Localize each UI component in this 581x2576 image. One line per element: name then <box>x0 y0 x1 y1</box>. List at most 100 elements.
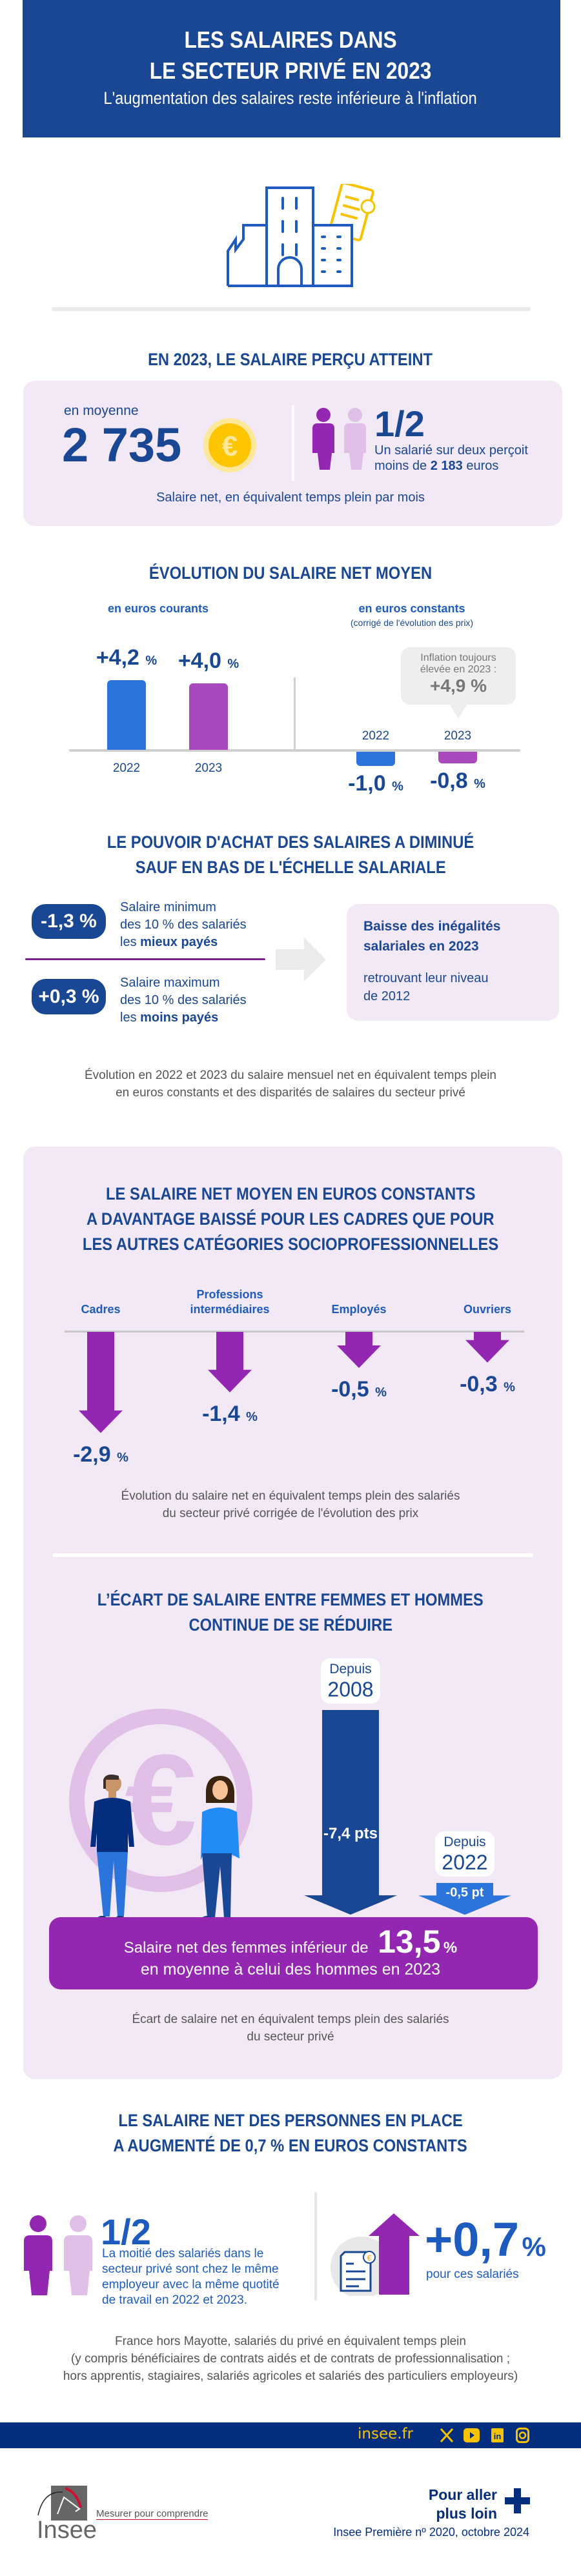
card-inner-divider <box>52 1553 533 1557</box>
constant-euros-sublabel: (corrigé de l'évolution des prix) <box>350 618 474 628</box>
section-heading-categories-2: A DAVANTAGE BAISSÉ POUR LES CADRES QUE P… <box>87 1209 494 1229</box>
section-heading-stayers-1: LE SALAIRE NET DES PERSONNES EN PLACE <box>118 2111 463 2130</box>
period-depuis: Depuis <box>443 1834 486 1849</box>
value-number: -1,0 <box>348 771 386 796</box>
two-persons-icon-large <box>24 2215 92 2295</box>
period-year: 2008 <box>327 1677 374 1701</box>
category-label: Ouvriers <box>429 1287 545 1317</box>
youtube-icon[interactable] <box>464 2428 480 2442</box>
period-depuis: Depuis <box>329 1661 372 1676</box>
category-label: Employés <box>301 1287 417 1317</box>
insee-website-link[interactable]: insee.fr <box>358 2426 414 2442</box>
value-label-current-2022: +4,2 % <box>81 645 172 670</box>
footer-band <box>0 2422 581 2448</box>
value-number: +4,2 <box>96 645 139 670</box>
instagram-icon[interactable] <box>516 2428 529 2443</box>
value-pct: % <box>227 657 240 672</box>
evolution-chart-divider <box>294 678 296 750</box>
inequality-line2: salariales en 2023 <box>363 939 479 954</box>
down-arrow-icon <box>465 1332 509 1363</box>
inflation-bubble: Inflation toujours élevée en 2023 : +4,9… <box>401 647 516 705</box>
average-salary-value: 2 735 <box>62 418 182 472</box>
category-label-line1 <box>43 1287 159 1302</box>
half-fraction: 1/2 <box>374 403 425 444</box>
value-number: -1,4 <box>202 1401 240 1426</box>
section-heading-evolution: ÉVOLUTION DU SALAIRE NET MOYEN <box>148 563 433 583</box>
svg-text:€: € <box>125 1728 196 1872</box>
gap-arrow <box>304 1709 397 1915</box>
bar-constant-2023 <box>438 752 477 763</box>
section-heading-purchasing-2: SAUF EN BAS DE L'ÉCHELLE SALARIALE <box>135 858 446 877</box>
evolution-chart-baseline <box>69 749 520 752</box>
plus-icon <box>505 2488 530 2513</box>
stayers-text-line: secteur privé sont chez le même <box>102 2262 279 2276</box>
category-label-line2: intermédiaires <box>190 1303 270 1316</box>
category-label-line2: Employés <box>331 1303 387 1316</box>
stayers-divider <box>314 2192 317 2300</box>
salary-caption: Salaire net, en équivalent temps plein p… <box>156 490 425 505</box>
category-arrow <box>79 1332 123 1433</box>
down-arrow-icon <box>337 1332 381 1368</box>
publication-reference: Insee Première nº 2020, octobre 2024 <box>333 2526 529 2539</box>
average-label: en moyenne <box>64 403 139 418</box>
bottom-earners-badge: +0,3 % <box>32 979 106 1014</box>
category-label-line1 <box>429 1287 545 1302</box>
two-persons-icon <box>312 408 366 470</box>
payslip-up-arrow-icon: € <box>331 2213 420 2296</box>
top-earners-prefix: les <box>120 935 141 949</box>
value-label-constant-2023: -0,8 % <box>413 769 503 794</box>
euro-circle-illustration: € <box>69 1709 252 1892</box>
insee-tagline: Mesurer pour comprendre <box>96 2508 209 2520</box>
category-label-line2: Ouvriers <box>463 1303 512 1316</box>
category-label-line1 <box>301 1287 417 1302</box>
x-icon[interactable] <box>440 2428 453 2442</box>
footnote-line: hors apprentis, stagiaires, salariés agr… <box>63 2370 518 2383</box>
gender-gap-banner <box>49 1917 538 1989</box>
section-heading-categories-3: LES AUTRES CATÉGORIES SOCIOPROFESSIONNEL… <box>82 1234 499 1254</box>
section-heading-gender-2: CONTINUE DE SE RÉDUIRE <box>189 1615 392 1635</box>
period-year: 2022 <box>442 1850 488 1874</box>
section-divider <box>52 307 531 311</box>
svg-text:€: € <box>367 2253 372 2262</box>
section-heading-salary: EN 2023, LE SALAIRE PERÇU ATTEINT <box>148 350 433 369</box>
top-earners-badge: -1,3 % <box>32 904 106 939</box>
footnote-line: (y compris bénéficiaires de contrats aid… <box>70 2352 511 2366</box>
building-payslip-icon <box>227 184 376 287</box>
learn-more-line2: plus loin <box>436 2505 497 2522</box>
gender-caption-1: Écart de salaire net en équivalent temps… <box>132 2013 449 2026</box>
value-pct: % <box>392 780 403 794</box>
bottom-earners-line1: Salaire maximum <box>120 976 220 990</box>
gap-value: -7,4 pts <box>323 1825 378 1842</box>
stayers-value-caption: pour ces salariés <box>426 2268 519 2281</box>
period-label-box: Depuis 2022 <box>435 1831 494 1877</box>
top-earners-line2: des 10 % des salariés <box>120 918 247 932</box>
category-value: -0,5 % <box>307 1377 411 1402</box>
down-arrow-icon <box>208 1332 252 1393</box>
stayers-pct: % <box>522 2231 546 2262</box>
page-subtitle: L'augmentation des salaires reste inféri… <box>103 88 478 108</box>
value-pct: % <box>246 1409 258 1424</box>
insee-logo-text: Insee <box>37 2517 97 2544</box>
down-arrow-icon <box>304 1709 397 1915</box>
purchasing-caption-2: en euros constants et des disparités de … <box>116 1086 465 1100</box>
learn-more-link[interactable]: Pour aller plus loin <box>362 2486 497 2523</box>
arrow-right-icon <box>276 938 326 981</box>
value-pct: % <box>117 1450 128 1465</box>
stayers-value-row: +0,7 % <box>425 2212 546 2267</box>
section-heading-stayers-2: A AUGMENTÉ DE 0,7 % EN EUROS CONSTANTS <box>113 2136 468 2155</box>
categories-caption-1: Évolution du salaire net en équivalent t… <box>121 1489 460 1503</box>
purple-separator <box>25 958 265 960</box>
page-title: LES SALAIRES DANS LE SECTEUR PRIVÉ EN 20… <box>0 25 581 86</box>
section-heading-categories-1: LE SALAIRE NET MOYEN EN EUROS CONSTANTS <box>105 1184 476 1203</box>
category-value: -2,9 % <box>49 1442 152 1467</box>
linkedin-icon[interactable]: in <box>491 2428 504 2442</box>
category-arrow <box>208 1332 252 1393</box>
category-label: Professions intermédiaires <box>172 1287 288 1317</box>
insee-logo <box>37 2486 87 2521</box>
stayers-value: +0,7 <box>425 2213 520 2266</box>
top-earners-text: Salaire minimum des 10 % des salariés le… <box>120 899 247 951</box>
value-pct: % <box>474 776 485 791</box>
value-number: -0,8 <box>430 768 468 793</box>
euro-coin-icon: € <box>203 418 256 472</box>
